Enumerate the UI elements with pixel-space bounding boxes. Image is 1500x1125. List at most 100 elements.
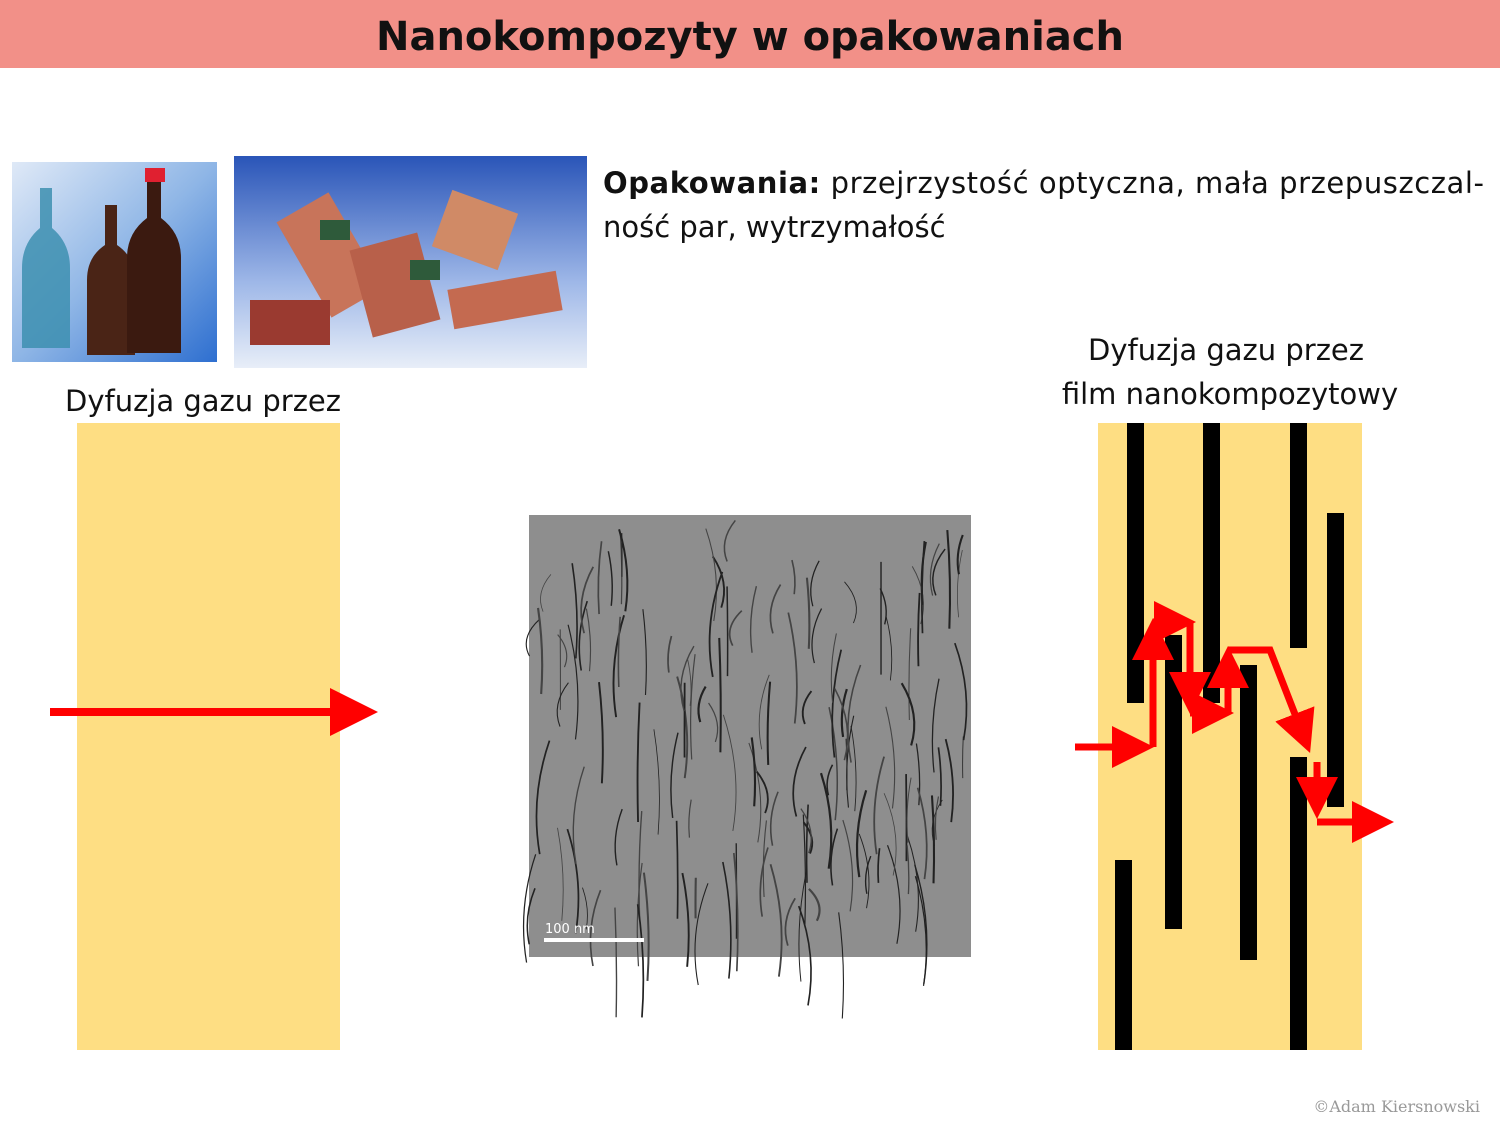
caption: film nanokompozytowy: [1062, 377, 1398, 411]
tem-texture: [723, 519, 736, 562]
tem-texture: [572, 766, 585, 865]
tem-texture: [712, 556, 725, 608]
tem-texture: [954, 642, 968, 741]
tem-texture: [906, 777, 912, 843]
tem-texture: [540, 574, 552, 612]
tem-texture: [614, 808, 623, 866]
tem-texture: [873, 756, 885, 855]
tem-texture: [787, 612, 798, 724]
tem-texture: [906, 836, 919, 932]
tem-texture: [653, 729, 660, 835]
tem-texture: [784, 897, 796, 946]
tem-texture: [802, 814, 807, 925]
tem-texture: [686, 657, 692, 706]
tem-texture: [769, 791, 779, 846]
polymer-film: [77, 423, 340, 1050]
tem-texture: [877, 848, 881, 883]
tem-texture: [688, 799, 692, 838]
tem-image: [522, 515, 971, 1019]
tem-texture: [921, 541, 926, 634]
tem-texture: [883, 793, 897, 876]
tem-texture: [932, 548, 946, 596]
tem-texture: [800, 808, 812, 854]
tem-texture: [676, 676, 689, 779]
tem-texture: [681, 872, 690, 967]
tem-texture: [525, 618, 540, 657]
tem-texture: [855, 789, 868, 878]
tem-texture: [769, 863, 783, 977]
tem-texture: [798, 868, 808, 982]
tem-texture: [956, 534, 964, 575]
tem-texture: [642, 609, 647, 696]
tem-texture: [756, 771, 769, 814]
tem-texture: [842, 819, 854, 912]
tem-texture: [607, 551, 613, 606]
tortuous-path: [1075, 601, 1394, 843]
tem-texture: [566, 828, 580, 934]
tem-texture: [750, 737, 757, 807]
tem-texture: [689, 654, 696, 760]
tem-texture: [885, 616, 893, 681]
tem-texture: [930, 795, 936, 884]
tem-texture: [931, 678, 940, 773]
tem-texture: [801, 690, 813, 725]
tem-texture: [766, 681, 772, 766]
tem-texture: [929, 543, 940, 596]
tem-texture: [914, 864, 928, 984]
tem-texture: [535, 740, 551, 855]
tem-texture: [838, 912, 845, 1019]
tem-texture: [944, 738, 954, 823]
tem-texture: [722, 714, 737, 832]
tem-texture: [879, 588, 887, 625]
tem-texture: [759, 847, 769, 917]
tem-texture: [900, 682, 916, 746]
tem-texture: [571, 563, 578, 659]
tem-texture: [850, 725, 857, 812]
tem-texture: [915, 743, 921, 806]
tem-texture: [585, 608, 592, 672]
bottles-photo: [12, 162, 217, 362]
caption: Dyfuzja gazu przez: [1088, 333, 1364, 367]
scale-label: 100 nm: [545, 922, 595, 937]
tem-texture: [840, 688, 848, 738]
tem-texture: [792, 746, 807, 817]
intro-text: ność par, wytrzymałość: [603, 210, 946, 244]
tem-texture: [886, 845, 901, 944]
tem-texture: [722, 861, 732, 979]
tem-texture: [636, 702, 641, 823]
tem-texture: [728, 610, 743, 647]
tem-texture: [908, 628, 912, 721]
tem-texture: [557, 827, 564, 921]
tem-texture: [680, 645, 695, 712]
copyright: ©Adam Kiersnowski: [1313, 1097, 1480, 1116]
tem-texture: [810, 560, 820, 607]
tem-texture: [642, 872, 650, 981]
tem-texture: [567, 624, 579, 740]
tem-texture: [537, 607, 544, 695]
intro-label: Opakowania:: [603, 166, 820, 200]
tem-texture: [675, 820, 679, 919]
tem-texture: [791, 559, 796, 595]
tem-texture: [769, 584, 782, 634]
tem-texture: [582, 887, 588, 930]
tem-texture: [578, 600, 589, 671]
tem-texture: [733, 852, 739, 972]
tem-texture: [526, 888, 536, 945]
tem-texture: [833, 688, 849, 761]
tem-texture: [797, 905, 812, 1006]
tem-texture: [580, 566, 594, 634]
tem-texture: [718, 637, 722, 753]
header-band: [0, 0, 1500, 68]
tem-texture: [614, 907, 618, 1018]
tem-texture: [708, 702, 719, 743]
tem-texture: [670, 732, 679, 819]
tem-texture: [636, 904, 645, 1018]
intro-text: przejrzystość optyczna, mała przepuszcza…: [831, 166, 1484, 200]
tem-texture: [819, 772, 833, 869]
tem-texture: [864, 855, 872, 894]
tem-texture: [845, 738, 848, 791]
tem-texture: [934, 796, 940, 840]
tem-texture: [830, 828, 839, 886]
tem-texture: [847, 664, 862, 763]
